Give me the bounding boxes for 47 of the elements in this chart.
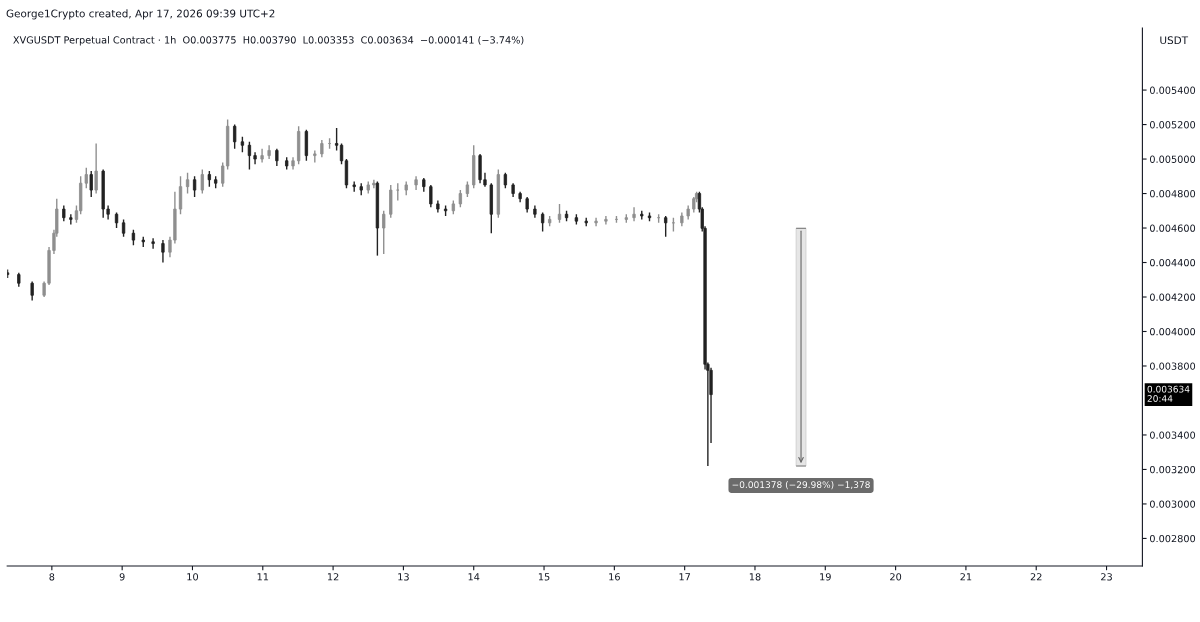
y-tick-label: 0.005000 <box>1149 155 1196 163</box>
candlestick <box>200 168 204 195</box>
x-tick-label: 12 <box>327 573 339 581</box>
text: 0.003634 <box>1147 385 1190 393</box>
y-tick-label: 0.005200 <box>1149 121 1196 129</box>
candlestick <box>496 168 500 219</box>
y-tick-label: 0.004600 <box>1149 224 1196 232</box>
chart-title: George1Crypto created, Apr 17, 2026 09:39 UTC+2 <box>6 9 275 20</box>
x-tick-label: 19 <box>820 573 831 581</box>
y-tick-label: 0.003200 <box>1149 465 1196 474</box>
y-axis-title: USDT <box>1160 36 1189 45</box>
x-tick-label: 22 <box>1030 573 1042 581</box>
candlestick <box>382 210 386 255</box>
x-tick-label: 8 <box>49 573 55 581</box>
x-tick-label: 10 <box>187 573 199 581</box>
x-tick-label: 13 <box>398 573 409 581</box>
x-tick-label: 23 <box>1101 573 1112 581</box>
candlestick <box>389 184 393 219</box>
candlestick <box>540 211 545 233</box>
x-tick-label: 20 <box>890 573 902 581</box>
y-tick-label: 0.003400 <box>1149 431 1196 439</box>
candlestick <box>89 170 93 198</box>
candlestick <box>297 125 301 165</box>
x-tick-label: 16 <box>609 573 620 581</box>
y-tick-label: 0.004000 <box>1149 327 1196 336</box>
x-tick-label: 18 <box>749 573 761 581</box>
y-tick-label: 0.003000 <box>1149 500 1196 508</box>
annotation: −0.001378 (−29.98%) −1,378 <box>732 481 870 490</box>
y-tick-label: 0.003800 <box>1149 362 1196 370</box>
candlestick <box>489 182 493 234</box>
text: XVGUSDT Perpetual Contract · 1h O0.003775 H0.003790 L0.003353 C0.003634 −0.000141 (−3.74%) <box>13 36 524 46</box>
candlestick <box>233 123 237 150</box>
x-tick-label: 21 <box>960 573 972 581</box>
candlestick <box>664 215 668 238</box>
x-tick-label: 9 <box>119 573 125 581</box>
y-tick-label: 0.002800 <box>1149 534 1196 543</box>
y-tick-label: 0.004200 <box>1149 293 1196 301</box>
x-tick-label: 11 <box>257 573 269 581</box>
text: 20:44 <box>1147 395 1173 402</box>
y-tick-label: 0.004800 <box>1149 190 1196 198</box>
y-tick-label: 0.004400 <box>1149 258 1196 267</box>
x-tick-label: 17 <box>679 573 691 581</box>
x-tick-label: 15 <box>538 573 550 581</box>
y-tick-label: 0.005400 <box>1149 86 1196 94</box>
x-tick-label: 14 <box>468 573 480 581</box>
candlestick <box>472 144 476 190</box>
candlestick <box>594 216 598 227</box>
